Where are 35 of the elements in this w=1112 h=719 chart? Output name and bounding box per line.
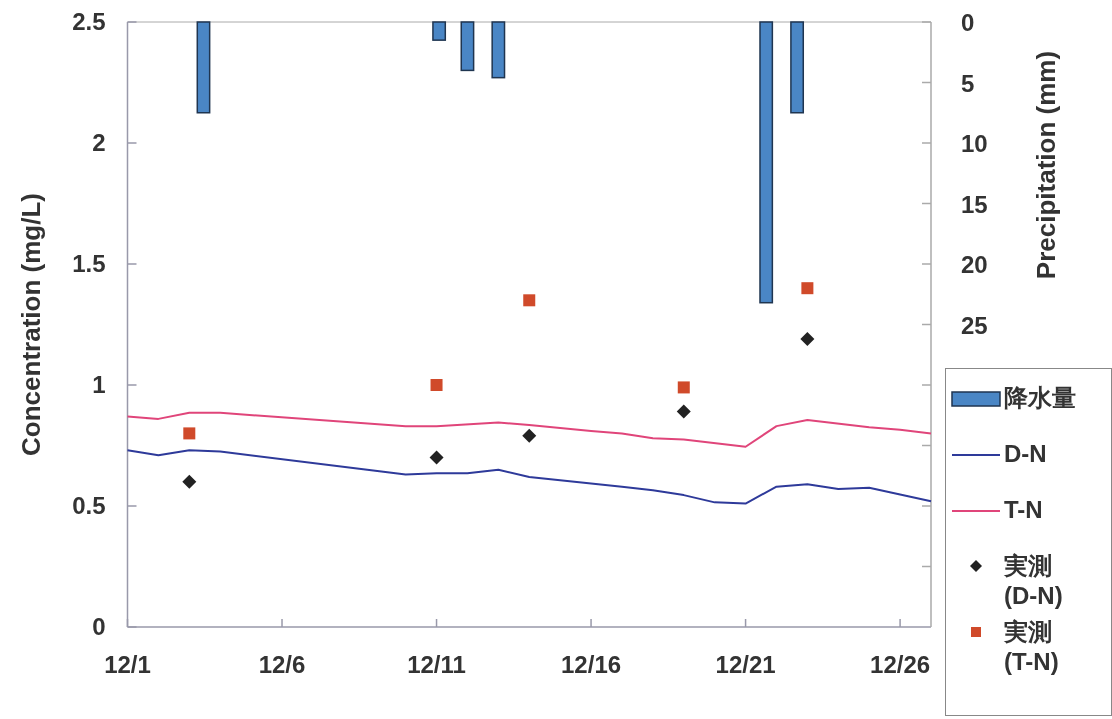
- point: [182, 474, 197, 489]
- point: [430, 379, 443, 391]
- y-axis-title: Concentration (mg/L): [16, 193, 46, 456]
- legend-label: T-N: [1004, 495, 1044, 525]
- point: [522, 428, 537, 443]
- point: [429, 450, 444, 465]
- x-tick-label: 12/26: [870, 651, 931, 678]
- y-tick-label: 2.5: [72, 8, 106, 35]
- y-tick-label: 1: [92, 371, 106, 398]
- y2-tick-label: 0: [961, 9, 975, 36]
- point: [801, 282, 814, 295]
- legend-label: 降水量: [1004, 383, 1077, 413]
- legend-label: D-N: [1004, 439, 1048, 469]
- x-tick-label: 12/1: [104, 651, 151, 678]
- y-tick-label: 1.5: [72, 250, 106, 277]
- y2-axis-title: Precipitation (mm): [1031, 50, 1061, 280]
- x-tick-label: 12/16: [561, 651, 622, 678]
- x-tick-label: 12/6: [258, 651, 306, 678]
- point: [183, 427, 196, 440]
- legend-label: 実測(D-N): [1004, 551, 1064, 611]
- y2-tick-label: 20: [961, 251, 988, 278]
- y-tick-label: 0: [92, 613, 106, 640]
- y-tick-label: 0.5: [72, 492, 106, 519]
- legend-label: 実測(T-N): [1004, 617, 1060, 677]
- x-tick-label: 12/21: [715, 651, 776, 678]
- y2-tick-label: 10: [961, 130, 988, 157]
- y2-tick-label: 25: [961, 311, 988, 339]
- x-tick-label: 12/11: [407, 651, 466, 678]
- y2-tick-label: 5: [961, 69, 975, 97]
- point: [677, 381, 690, 394]
- point: [800, 332, 815, 347]
- y-tick-label: 2: [92, 129, 106, 156]
- point: [523, 294, 536, 307]
- y2-tick-label: 15: [961, 190, 988, 218]
- point: [676, 404, 691, 419]
